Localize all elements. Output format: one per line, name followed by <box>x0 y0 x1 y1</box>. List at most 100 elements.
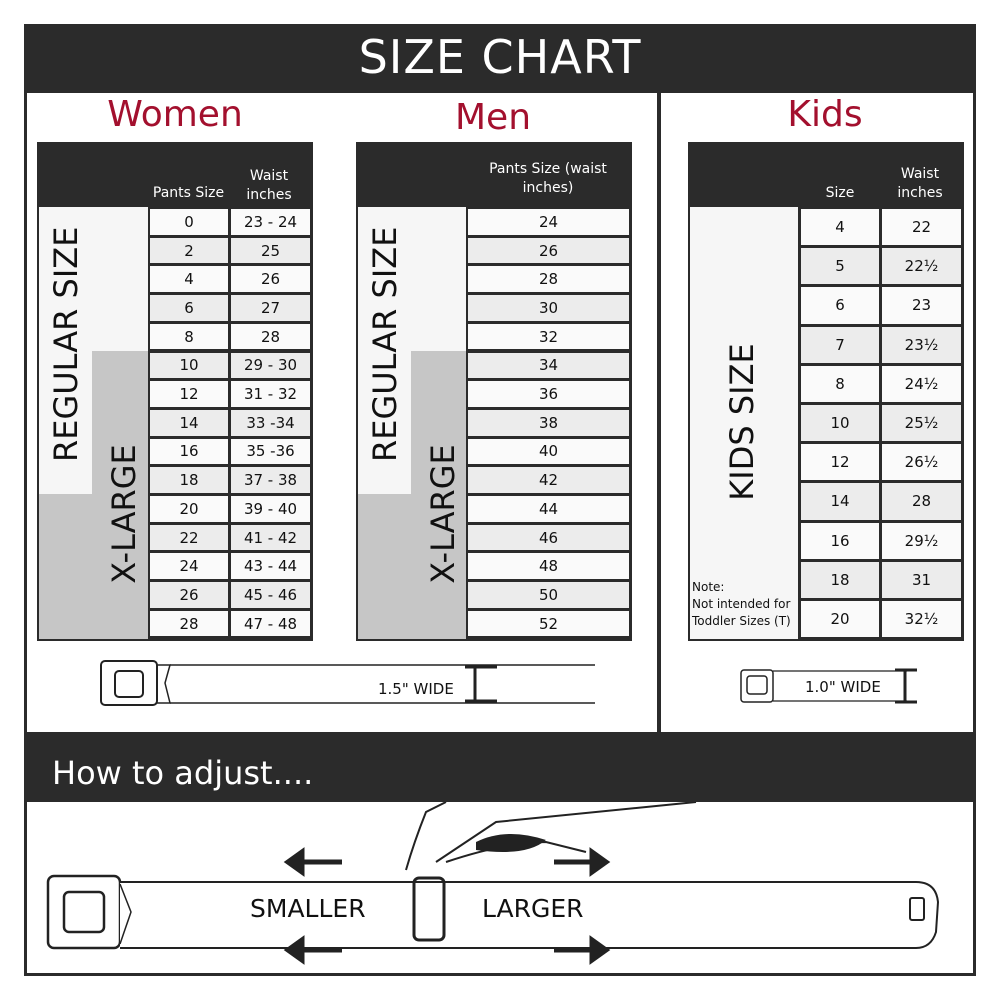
men-xlarge-area-lower <box>358 494 466 639</box>
kids-row-5-col-1: 25½ <box>882 405 961 442</box>
kids-row-2-col-1: 23 <box>882 287 961 324</box>
page-title: SIZE CHART <box>24 24 976 93</box>
men-row-14-col-0: 52 <box>468 610 629 637</box>
kids-table: Size Waist inches KIDS SIZE Note: Not in… <box>688 142 964 641</box>
kids-row-0-col-1: 22 <box>882 209 961 246</box>
women-row-9-col-1: 37 - 38 <box>231 467 310 493</box>
kids-row-10-col-0: 20 <box>801 601 879 638</box>
kids-row-6-col-0: 12 <box>801 444 879 481</box>
women-row-11-col-1: 41 - 42 <box>231 524 310 551</box>
women-row-13-col-1: 45 - 46 <box>231 582 310 608</box>
women-xlarge-area <box>92 351 148 496</box>
men-row-4-col-0: 32 <box>468 323 629 350</box>
kids-col-waist: Waist inches <box>897 166 943 201</box>
men-row-9-col-0: 42 <box>468 467 629 493</box>
adjust-belt-illustration <box>46 802 940 965</box>
women-row-1-col-0: 2 <box>150 237 228 264</box>
kids-row-8-col-0: 16 <box>801 522 879 559</box>
women-col-waist: Waist inches <box>246 168 292 203</box>
kids-row-2-col-0: 6 <box>801 287 879 324</box>
women-row-6-col-1: 31 - 32 <box>231 381 310 407</box>
kids-note-text: Not intended for Toddler Sizes (T) <box>692 597 791 628</box>
kids-title: Kids <box>787 94 863 135</box>
women-row-9-col-0: 18 <box>150 467 228 493</box>
kids-row-9-col-1: 31 <box>882 561 961 598</box>
kids-row-1-col-0: 5 <box>801 248 879 285</box>
women-xlarge-label: X-LARGE <box>105 444 143 584</box>
kids-row-7-col-0: 14 <box>801 483 879 520</box>
kids-row-7-col-1: 28 <box>882 483 961 520</box>
women-xlarge-area-lower <box>39 494 148 639</box>
kids-label-area <box>690 207 798 639</box>
men-row-1-col-0: 26 <box>468 237 629 264</box>
kids-row-3-col-1: 23½ <box>882 326 961 363</box>
women-row-2-col-0: 4 <box>150 266 228 293</box>
women-row-5-col-0: 10 <box>150 352 228 379</box>
kids-row-3-col-0: 7 <box>801 326 879 363</box>
adult-belt-width: 1.5" WIDE <box>378 680 454 698</box>
women-row-4-col-0: 8 <box>150 323 228 350</box>
larger-label: LARGER <box>482 894 584 923</box>
women-title: Women <box>107 94 243 135</box>
women-row-10-col-0: 20 <box>150 496 228 522</box>
women-row-13-col-0: 26 <box>150 582 228 608</box>
adjust-title: How to adjust.... <box>24 732 976 802</box>
men-xlarge-label: X-LARGE <box>424 444 462 584</box>
women-regular-label: REGULAR SIZE <box>47 226 85 462</box>
women-row-12-col-1: 43 - 44 <box>231 553 310 580</box>
women-row-14-col-0: 28 <box>150 610 228 637</box>
women-row-8-col-1: 35 -36 <box>231 438 310 465</box>
kids-row-4-col-1: 24½ <box>882 365 961 402</box>
men-row-0-col-0: 24 <box>468 209 629 235</box>
men-row-3-col-0: 30 <box>468 295 629 321</box>
men-row-12-col-0: 48 <box>468 553 629 580</box>
women-col-pants: Pants Size <box>152 185 225 201</box>
women-row-5-col-1: 29 - 30 <box>231 352 310 379</box>
kids-belt-illustration <box>740 668 917 704</box>
kids-row-5-col-0: 10 <box>801 405 879 442</box>
men-row-2-col-0: 28 <box>468 266 629 293</box>
men-table: Pants Size (waist inches) REGULAR SIZE X… <box>356 142 632 641</box>
kids-col-size: Size <box>825 185 855 201</box>
kids-belt-width: 1.0" WIDE <box>805 678 881 696</box>
kids-row-9-col-0: 18 <box>801 561 879 598</box>
kids-row-1-col-1: 22½ <box>882 248 961 285</box>
kids-size-label: KIDS SIZE <box>723 343 761 501</box>
women-row-4-col-1: 28 <box>231 323 310 350</box>
women-row-0-col-1: 23 - 24 <box>231 209 310 235</box>
women-row-12-col-0: 24 <box>150 553 228 580</box>
men-row-8-col-0: 40 <box>468 438 629 465</box>
divider <box>657 93 661 733</box>
men-regular-label: REGULAR SIZE <box>366 226 404 462</box>
women-row-10-col-1: 39 - 40 <box>231 496 310 522</box>
women-table: Pants Size Waist inches REGULAR SIZE X-L… <box>37 142 313 641</box>
women-row-8-col-0: 16 <box>150 438 228 465</box>
women-row-7-col-1: 33 -34 <box>231 409 310 436</box>
women-row-7-col-0: 14 <box>150 409 228 436</box>
men-row-13-col-0: 50 <box>468 582 629 608</box>
women-row-14-col-1: 47 - 48 <box>231 610 310 637</box>
adult-belt-illustration <box>100 660 595 706</box>
men-xlarge-area <box>411 351 466 496</box>
kids-row-10-col-1: 32½ <box>882 601 961 638</box>
men-row-5-col-0: 34 <box>468 352 629 379</box>
kids-row-0-col-0: 4 <box>801 209 879 246</box>
kids-note-title: Note: <box>692 580 725 594</box>
kids-row-8-col-1: 29½ <box>882 522 961 559</box>
men-col-pants: Pants Size (waist inches) <box>489 161 607 196</box>
men-row-7-col-0: 38 <box>468 409 629 436</box>
women-row-11-col-0: 22 <box>150 524 228 551</box>
men-row-6-col-0: 36 <box>468 381 629 407</box>
smaller-label: SMALLER <box>250 894 366 923</box>
kids-row-6-col-1: 26½ <box>882 444 961 481</box>
women-row-2-col-1: 26 <box>231 266 310 293</box>
men-row-11-col-0: 46 <box>468 524 629 551</box>
kids-row-4-col-0: 8 <box>801 365 879 402</box>
men-title: Men <box>454 97 532 138</box>
women-row-3-col-0: 6 <box>150 295 228 321</box>
women-row-3-col-1: 27 <box>231 295 310 321</box>
women-row-1-col-1: 25 <box>231 237 310 264</box>
men-row-10-col-0: 44 <box>468 496 629 522</box>
kids-note: Note: Not intended for Toddler Sizes (T) <box>692 579 796 630</box>
women-row-6-col-0: 12 <box>150 381 228 407</box>
